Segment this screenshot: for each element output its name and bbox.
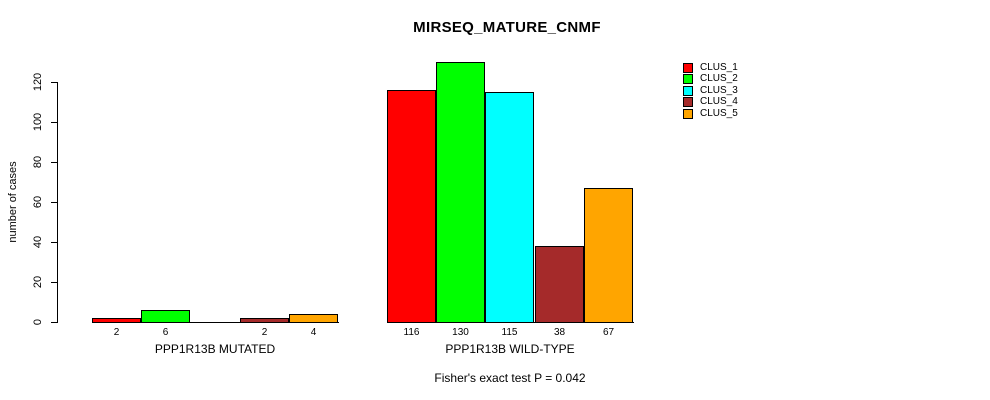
y-tick-label: 20: [32, 275, 44, 289]
legend-label-CLUS_2: CLUS_2: [700, 73, 738, 84]
bar-CLUS_5: [289, 314, 338, 323]
legend-label-CLUS_3: CLUS_3: [700, 85, 738, 96]
bar-CLUS_4: [240, 318, 289, 323]
y-tick-label: 80: [32, 155, 44, 169]
group-baseline: [92, 322, 339, 323]
y-axis-line: [57, 82, 58, 323]
y-tick-label: 40: [32, 235, 44, 249]
bar-value-label: 67: [602, 327, 615, 338]
y-axis-tick: [51, 242, 57, 243]
legend-label-CLUS_5: CLUS_5: [700, 108, 738, 119]
bar-CLUS_1: [92, 318, 141, 323]
group-label-wildtype: PPP1R13B WILD-TYPE: [445, 342, 575, 356]
y-tick-label: 60: [32, 195, 44, 209]
y-axis-tick: [51, 162, 57, 163]
group-label-mutated: PPP1R13B MUTATED: [154, 342, 276, 356]
bar-value-label: 115: [501, 327, 518, 338]
bar-value-label: 6: [162, 327, 169, 338]
y-axis-tick: [51, 202, 57, 203]
bar-value-label: 2: [261, 327, 268, 338]
legend-swatch-CLUS_2: [683, 74, 693, 84]
chart-title: MIRSEQ_MATURE_CNMF: [413, 19, 601, 36]
bar-CLUS_2: [141, 310, 190, 323]
y-tick-label: 120: [32, 72, 44, 92]
bar-CLUS_3: [485, 92, 534, 323]
legend-swatch-CLUS_4: [683, 97, 693, 107]
bar-value-label: 2: [113, 327, 120, 338]
legend-swatch-CLUS_3: [683, 86, 693, 96]
bar-CLUS_5: [584, 188, 633, 323]
y-axis-tick: [51, 122, 57, 123]
caption-fishers-test: Fisher's exact test P = 0.042: [434, 371, 586, 385]
bar-value-label: 130: [452, 327, 469, 338]
y-axis-tick: [51, 82, 57, 83]
bar-value-label: 38: [553, 327, 566, 338]
bar-value-label: 116: [403, 327, 420, 338]
bar-CLUS_4: [535, 246, 584, 323]
bar-value-label: 4: [310, 327, 317, 338]
legend-swatch-CLUS_1: [683, 63, 693, 73]
legend-swatch-CLUS_5: [683, 109, 693, 119]
bar-CLUS_1: [387, 90, 436, 323]
legend-label-CLUS_4: CLUS_4: [700, 96, 738, 107]
y-axis-tick: [51, 282, 57, 283]
legend-label-CLUS_1: CLUS_1: [700, 62, 738, 73]
bar-CLUS_2: [436, 62, 485, 323]
y-tick-label: 0: [32, 318, 44, 326]
y-axis-tick: [51, 322, 57, 323]
y-tick-label: 100: [32, 112, 44, 132]
